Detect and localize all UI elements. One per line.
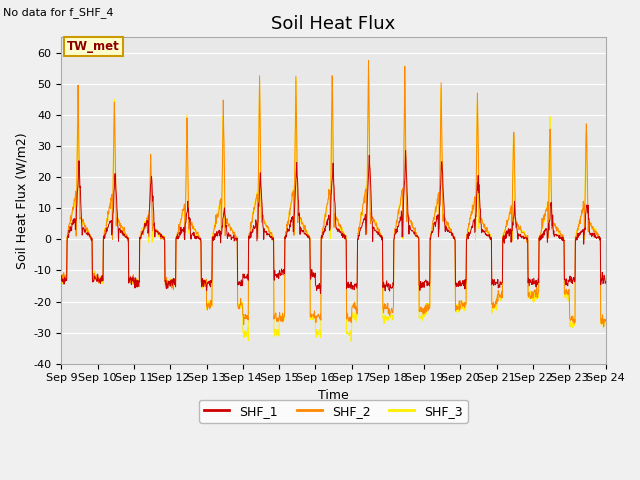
Y-axis label: Soil Heat Flux (W/m2): Soil Heat Flux (W/m2) <box>15 132 28 269</box>
X-axis label: Time: Time <box>318 389 349 402</box>
Text: No data for f_SHF_4: No data for f_SHF_4 <box>3 7 114 18</box>
Title: Soil Heat Flux: Soil Heat Flux <box>271 15 396 33</box>
Legend: SHF_1, SHF_2, SHF_3: SHF_1, SHF_2, SHF_3 <box>199 400 468 423</box>
Text: TW_met: TW_met <box>67 40 120 53</box>
